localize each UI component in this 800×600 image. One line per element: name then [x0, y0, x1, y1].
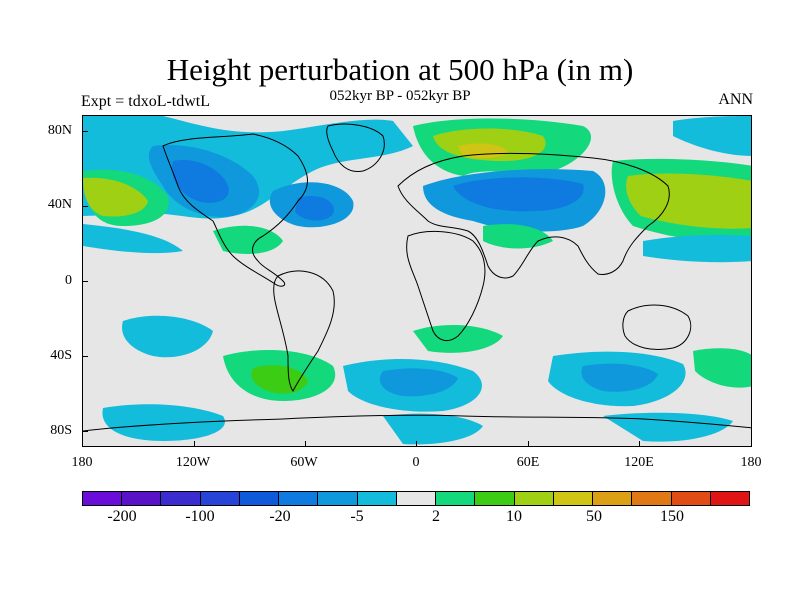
lon-tick-60w: 60W [290, 455, 318, 470]
coast-eurasia [397, 152, 670, 279]
coastlines [83, 123, 751, 432]
colorbar-label: -200 [107, 508, 137, 525]
colorbar-swatch [514, 492, 554, 505]
colorbar-swatch [318, 492, 358, 505]
colorbar-label: 50 [586, 508, 602, 525]
colorbar-label: -20 [269, 508, 291, 525]
field-lime-s-am [251, 365, 308, 394]
colorbar-label: -5 [350, 508, 364, 525]
field-yellow-pac-e [626, 173, 751, 229]
coast-greenland [326, 123, 385, 173]
lon-tick-120e: 120E [624, 455, 654, 470]
field-cyan-weddell [383, 413, 483, 445]
field-cyan-pac-e [643, 234, 751, 263]
field-green-nz [693, 348, 751, 388]
page-title: Height perturbation at 500 hPa (in m) [166, 52, 634, 87]
coast-south-america [273, 270, 335, 392]
colorbar-label: 2 [432, 508, 440, 525]
colorbar-swatch [396, 492, 437, 505]
colorbar-swatch [200, 492, 240, 505]
lon-tickmark [194, 441, 195, 447]
field-blue-na-core [172, 160, 229, 203]
map-panel [82, 115, 752, 447]
lon-tickmark [639, 441, 640, 447]
lat-tick-80s: 80S [50, 423, 72, 438]
lon-tickmark [416, 441, 417, 447]
contour-map [83, 116, 751, 446]
field-green-caribbean [213, 225, 283, 254]
colorbar-swatch [436, 492, 476, 505]
field-blue-eurasia-core [453, 177, 584, 212]
colorbar-swatch [475, 492, 515, 505]
lat-tickmark [82, 131, 88, 132]
page-subtitle: 052kyr BP - 052kyr BP [329, 88, 471, 104]
coast-north-america [162, 133, 308, 287]
colorbar-swatch [710, 492, 749, 505]
lat-tick-80n: 80N [47, 123, 72, 138]
lat-tickmark [82, 281, 88, 282]
lon-tick-60e: 60E [516, 455, 540, 470]
colorbar-swatch [632, 492, 672, 505]
colorbar-swatch [279, 492, 319, 505]
colorbar [82, 491, 750, 506]
season-label: ANN [718, 91, 753, 108]
colorbar-swatch [83, 492, 123, 505]
colorbar-label: 10 [506, 508, 522, 525]
field-green-sa [413, 324, 503, 353]
field-gold-arctic [458, 143, 508, 159]
field-blue-s-ind [581, 363, 658, 392]
colorbar-swatch [357, 492, 397, 505]
lon-tick-180e: 180 [740, 455, 762, 470]
field-cyan-sp [122, 315, 213, 358]
lat-tickmark [82, 356, 88, 357]
lon-tickmark [305, 441, 306, 447]
colorbar-swatch [239, 492, 280, 505]
colorbar-swatch [671, 492, 711, 505]
field-cyan-ne [673, 116, 751, 156]
lat-tickmark [82, 206, 88, 207]
lon-tick-180w: 180 [71, 455, 93, 470]
lat-tick-eq: 0 [65, 273, 72, 288]
colorbar-swatch [161, 492, 201, 505]
lat-tickmark [82, 431, 88, 432]
field-blue-atl-core [295, 196, 334, 221]
colorbar-swatch [553, 492, 594, 505]
field-cyan-s-ocean-e [603, 412, 733, 442]
field-green-india [483, 224, 553, 249]
field-yellow-pac-w [83, 177, 148, 217]
coast-africa [406, 231, 486, 342]
colorbar-swatch [593, 492, 633, 505]
field-cyan-ross [102, 404, 225, 441]
lat-tick-40s: 40S [50, 348, 72, 363]
colorbar-swatch [122, 492, 162, 505]
lon-tickmark [528, 441, 529, 447]
lat-tick-40n: 40N [47, 197, 72, 212]
colorbar-label: 150 [660, 508, 684, 525]
coast-antarctica [83, 414, 751, 432]
lon-tick-0: 0 [412, 455, 420, 470]
colorbar-label: -100 [185, 508, 215, 525]
coast-australia [622, 304, 692, 350]
field-blue-s-atl [379, 368, 458, 397]
field-cyan-pac-w [83, 224, 183, 254]
lon-tick-120w: 120W [175, 455, 211, 470]
experiment-label: Expt = tdxoL-tdwtL [81, 93, 211, 110]
